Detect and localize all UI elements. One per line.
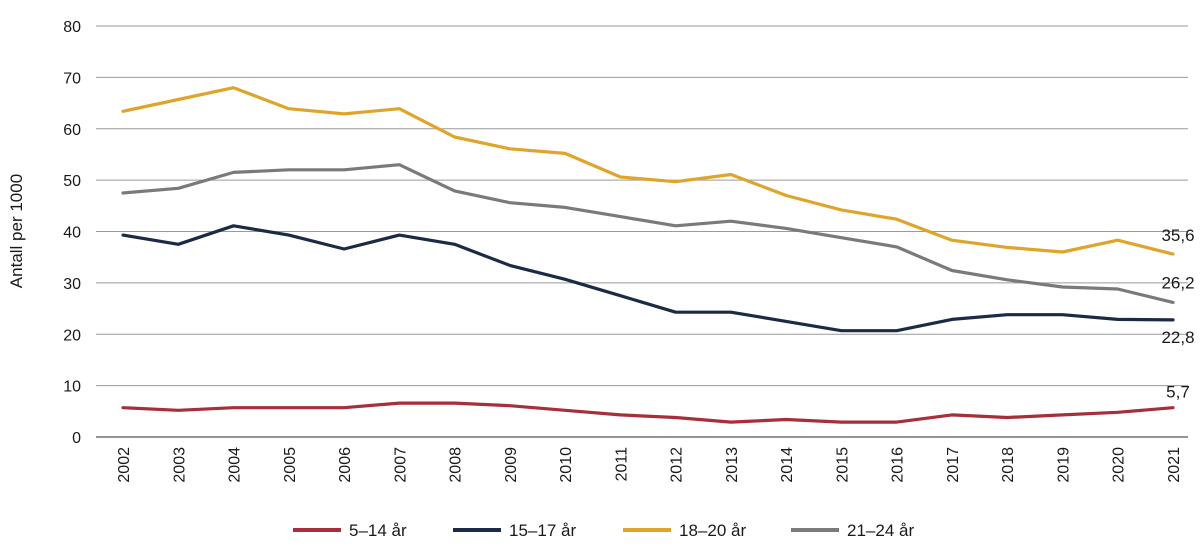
legend-label: 5–14 år bbox=[349, 521, 407, 540]
y-axis-ticks: 0 10 20 30 40 50 60 70 80 bbox=[63, 19, 81, 447]
x-tick-label: 2021 bbox=[1166, 447, 1183, 483]
x-tick-label: 2008 bbox=[448, 447, 465, 483]
end-value-label: 35,6 bbox=[1161, 226, 1194, 245]
series-line-3 bbox=[121, 86, 1175, 256]
x-tick-label: 2014 bbox=[779, 447, 796, 483]
x-tick-label: 2011 bbox=[613, 447, 630, 482]
legend-item: 15–17 år bbox=[453, 521, 576, 540]
end-value-label: 22,8 bbox=[1161, 328, 1194, 347]
grid-lines bbox=[96, 25, 1188, 387]
legend-label: 21–24 år bbox=[847, 521, 914, 540]
end-value-label: 5,7 bbox=[1166, 383, 1190, 402]
series-line-1 bbox=[121, 401, 1175, 424]
y-tick-label: 0 bbox=[72, 430, 81, 447]
x-tick-label: 2020 bbox=[1111, 447, 1128, 483]
legend-item: 18–20 år bbox=[623, 521, 746, 540]
y-tick-label: 70 bbox=[63, 70, 81, 87]
x-tick-label: 2018 bbox=[1000, 447, 1017, 483]
x-tick-label: 2013 bbox=[724, 447, 741, 483]
legend-item: 5–14 år bbox=[293, 521, 407, 540]
y-tick-label: 60 bbox=[63, 122, 81, 139]
x-tick-label: 2002 bbox=[116, 447, 133, 483]
x-tick-label: 2006 bbox=[337, 447, 354, 483]
series-lines bbox=[121, 86, 1175, 424]
legend: 5–14 år 15–17 år 18–20 år 21–24 år bbox=[293, 521, 914, 540]
legend-label: 15–17 år bbox=[509, 521, 576, 540]
end-value-label: 26,2 bbox=[1161, 273, 1194, 292]
x-tick-label: 2003 bbox=[171, 447, 188, 483]
y-tick-label: 80 bbox=[63, 19, 81, 36]
legend-item: 21–24 år bbox=[791, 521, 914, 540]
series-line-4 bbox=[121, 163, 1175, 304]
y-axis-label: Antall per 1000 bbox=[7, 174, 26, 288]
y-tick-label: 20 bbox=[63, 327, 81, 344]
x-tick-label: 2012 bbox=[669, 447, 686, 483]
y-tick-label: 10 bbox=[63, 379, 81, 396]
end-value-labels: 5,7 22,8 35,6 26,2 bbox=[1161, 226, 1194, 402]
y-tick-label: 40 bbox=[63, 225, 81, 242]
x-tick-label: 2005 bbox=[282, 447, 299, 483]
x-tick-label: 2009 bbox=[503, 447, 520, 483]
x-tick-label: 2007 bbox=[392, 447, 409, 483]
y-tick-label: 30 bbox=[63, 276, 81, 293]
x-tick-label: 2019 bbox=[1055, 447, 1072, 483]
legend-label: 18–20 år bbox=[679, 521, 746, 540]
x-tick-label: 2015 bbox=[834, 447, 851, 483]
series-line-2 bbox=[121, 224, 1175, 333]
x-tick-label: 2004 bbox=[227, 447, 244, 483]
x-tick-label: 2016 bbox=[890, 447, 907, 483]
x-axis-ticks: 2002 2003 2004 2005 2006 2007 2008 2009 2010 2011… bbox=[116, 447, 1183, 483]
x-tick-label: 2017 bbox=[945, 447, 962, 483]
x-tick-label: 2010 bbox=[558, 447, 575, 483]
y-tick-label: 50 bbox=[63, 173, 81, 190]
